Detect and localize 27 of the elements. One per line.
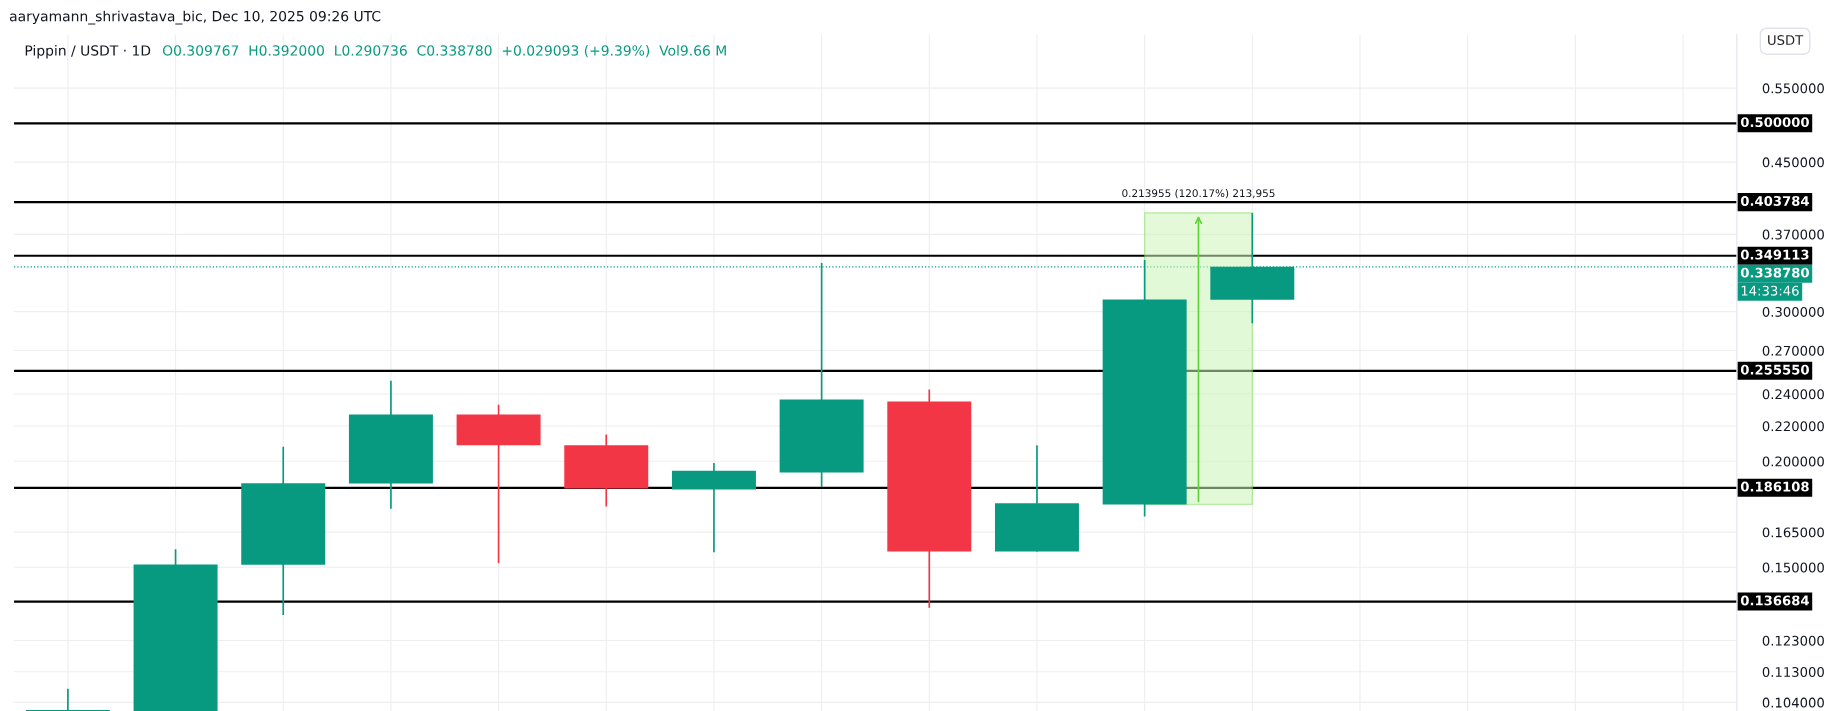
candlestick <box>24 687 111 711</box>
y-tick-label: 0.550000 <box>1762 83 1824 94</box>
ref-line-label: 0.500000 <box>1740 117 1809 128</box>
ref-line-label: 0.186108 <box>1740 481 1809 492</box>
y-tick-label: 0.300000 <box>1762 306 1824 317</box>
y-tick-label: 0.270000 <box>1762 345 1824 356</box>
y-tick-label: 0.450000 <box>1762 157 1824 168</box>
y-axis-title: USDT <box>1768 35 1804 46</box>
y-tick-label: 0.165000 <box>1762 527 1824 538</box>
y-tick-label: 0.220000 <box>1762 421 1824 432</box>
text: 14:33:46 <box>1741 285 1799 296</box>
y-tick-label: 0.150000 <box>1762 562 1824 573</box>
text: aaryamann_shrivastava_bic, Dec 10, 2025 09:26 UTC <box>9 10 381 25</box>
text: Pippin / USDT · 1D <box>25 44 151 59</box>
ref-line-label: 0.136684 <box>1740 595 1809 606</box>
ref-line-label: 0.349113 <box>1740 249 1809 260</box>
annotation: O0.309767 H0.392000 L0.290736 C0.338780 +0.029093 (+9.39%) Vol9.66 M <box>162 44 726 58</box>
y-tick-label: 0.370000 <box>1762 229 1824 240</box>
y-tick-label: 0.113000 <box>1762 667 1824 677</box>
ref-line-label: 0.403784 <box>1740 195 1809 206</box>
ref-line-label: 0.338780 <box>1740 267 1809 278</box>
annotation: 0.213955 (120.17%) 213,955 <box>1122 189 1275 199</box>
y-tick-label: 0.123000 <box>1762 635 1824 646</box>
y-tick-label: 0.240000 <box>1762 389 1824 400</box>
y-tick-label: 0.200000 <box>1762 456 1824 467</box>
y-tick-label: 0.104000 <box>1762 697 1824 708</box>
ref-line-label: 0.255550 <box>1740 364 1809 375</box>
